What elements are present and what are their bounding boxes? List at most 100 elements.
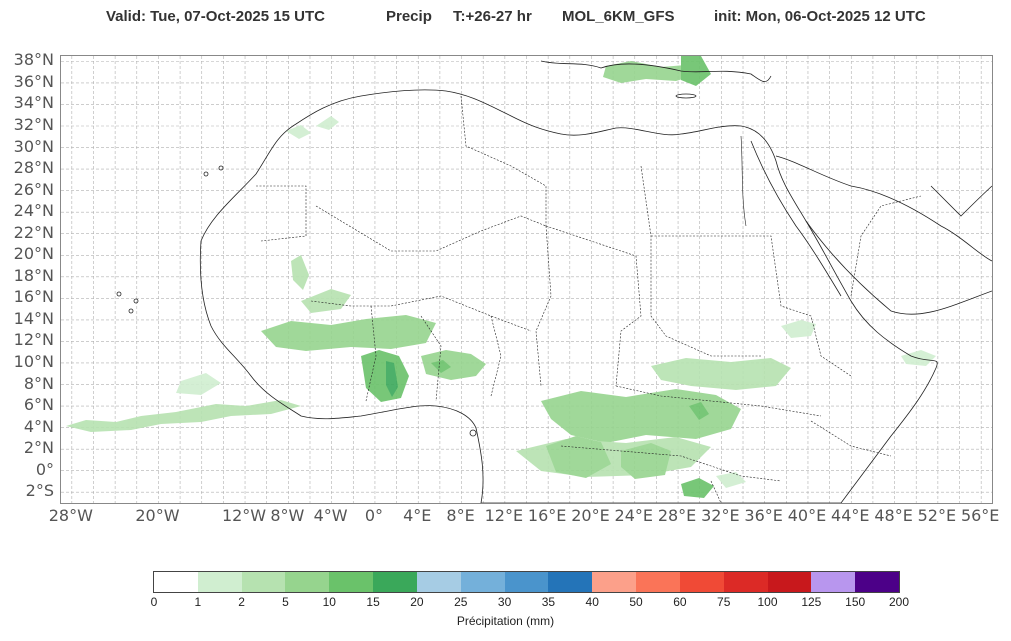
colorbar-tick-label: 35	[541, 595, 556, 609]
canary-island	[218, 165, 224, 171]
border	[315, 205, 547, 252]
longitude-label: 56°E	[960, 506, 1000, 525]
latitude-label: 22°N	[13, 222, 54, 242]
persian-gulf	[930, 185, 992, 217]
longitude-label: 32°E	[701, 506, 740, 525]
longitude-label: 8°E	[446, 506, 475, 525]
longitude-label: 36°E	[744, 506, 783, 525]
africa-coastline	[199, 89, 938, 503]
colorbar-tick-label: 25	[454, 595, 468, 609]
longitude-label: 0°	[364, 506, 384, 525]
latitude-label: 2°N	[23, 438, 54, 458]
latitude-label: 6°N	[23, 395, 54, 415]
precip-area	[286, 125, 311, 139]
longitude-label: 4°W	[313, 506, 348, 525]
colorbar-tick-label: 60	[673, 595, 687, 609]
precip-area	[681, 478, 714, 498]
colorbar-swatch	[592, 572, 637, 592]
bioko-island	[469, 429, 477, 437]
precip-area	[176, 373, 221, 395]
colorbar-swatch	[548, 572, 593, 592]
border	[460, 95, 547, 226]
longitude-label: 52°E	[917, 506, 957, 525]
colorbar-tick-label: 15	[366, 595, 380, 609]
colorbar-tick-label: 125	[801, 595, 822, 609]
precip-area	[361, 350, 409, 402]
border	[365, 305, 377, 402]
precip-area	[603, 61, 696, 83]
longitude-label: 4°E	[403, 506, 432, 525]
precip-area	[291, 255, 309, 290]
precip-area	[781, 320, 816, 338]
colorbar-swatch	[154, 572, 199, 592]
colorbar-swatch	[679, 572, 725, 592]
latitude-label: 2°S	[25, 481, 54, 501]
precip-area	[541, 389, 741, 443]
latitude-label: 12°N	[13, 330, 54, 350]
latitude-label: 24°N	[13, 201, 54, 221]
latitude-label: 32°N	[13, 115, 54, 134]
precipitation-field	[66, 56, 936, 498]
canary-island	[203, 171, 209, 177]
country-borders	[256, 95, 922, 503]
precip-area	[546, 436, 611, 478]
nile	[740, 135, 747, 227]
arabia-coastline	[775, 155, 992, 262]
colorbar-tick-label: 10	[322, 595, 336, 609]
colorbar-swatch	[373, 572, 418, 592]
precipitation-map	[60, 55, 993, 504]
islands	[116, 93, 697, 437]
colorbar-swatch	[285, 572, 330, 592]
border	[310, 295, 532, 332]
longitude-label: 20°E	[571, 506, 610, 525]
colorbar-swatch	[416, 572, 462, 592]
model-name: MOL_6KM_GFS	[562, 8, 675, 25]
colorbar	[153, 571, 900, 593]
colorbar-swatch	[723, 572, 769, 592]
border	[560, 445, 782, 482]
colorbar-swatch	[241, 572, 286, 592]
precip-area	[66, 400, 301, 432]
precip-area	[716, 472, 746, 488]
border	[545, 225, 642, 387]
colorbar-tick-label: 200	[888, 595, 910, 609]
latitude-label: 4°N	[23, 416, 54, 436]
mediterranean-north	[540, 60, 772, 83]
colorbar-tick-label: 0	[150, 595, 158, 609]
border	[710, 480, 722, 503]
colorbar-tick-label: 50	[629, 595, 643, 609]
border	[615, 385, 822, 417]
longitude-label: 24°E	[614, 506, 653, 525]
latitude-label: 10°N	[13, 351, 54, 371]
latitude-label: 20°N	[13, 244, 54, 264]
map-title: Valid: Tue, 07-Oct-2025 15 UTC Precip T:…	[0, 8, 1011, 30]
field-name: Precip	[386, 8, 432, 25]
precip-area	[261, 315, 436, 351]
colorbar-swatch	[197, 572, 243, 592]
forecast-hour: T:+26-27 hr	[453, 8, 532, 25]
border	[850, 195, 922, 297]
latitude-label: 38°N	[13, 50, 54, 70]
init-time: init: Mon, 06-Oct-2025 12 UTC	[714, 8, 926, 25]
longitude-label: 48°E	[874, 506, 913, 525]
precip-area	[316, 116, 339, 130]
latitude-label: 8°N	[23, 373, 54, 393]
precip-area	[386, 361, 398, 397]
border	[420, 315, 442, 402]
border	[810, 420, 892, 457]
colorbar-tick-label: 150	[845, 595, 866, 609]
colorbar-tick-label: 30	[497, 595, 512, 609]
longitude-label: 8°W	[270, 506, 305, 525]
border	[256, 185, 307, 242]
cape-verde-island	[128, 308, 134, 314]
valid-time: Valid: Tue, 07-Oct-2025 15 UTC	[106, 8, 325, 25]
colorbar-tick-label: 5	[282, 595, 289, 609]
cape-verde-island	[116, 291, 122, 297]
longitude-label: 40°E	[787, 506, 827, 525]
colorbar-tick-label: 40	[585, 595, 599, 609]
colorbar-swatch	[460, 572, 506, 592]
map-canvas	[61, 56, 992, 503]
colorbar-label: Précipitation (mm)	[456, 614, 555, 628]
colorbar-tick-label: 20	[410, 595, 424, 609]
border	[490, 315, 502, 397]
